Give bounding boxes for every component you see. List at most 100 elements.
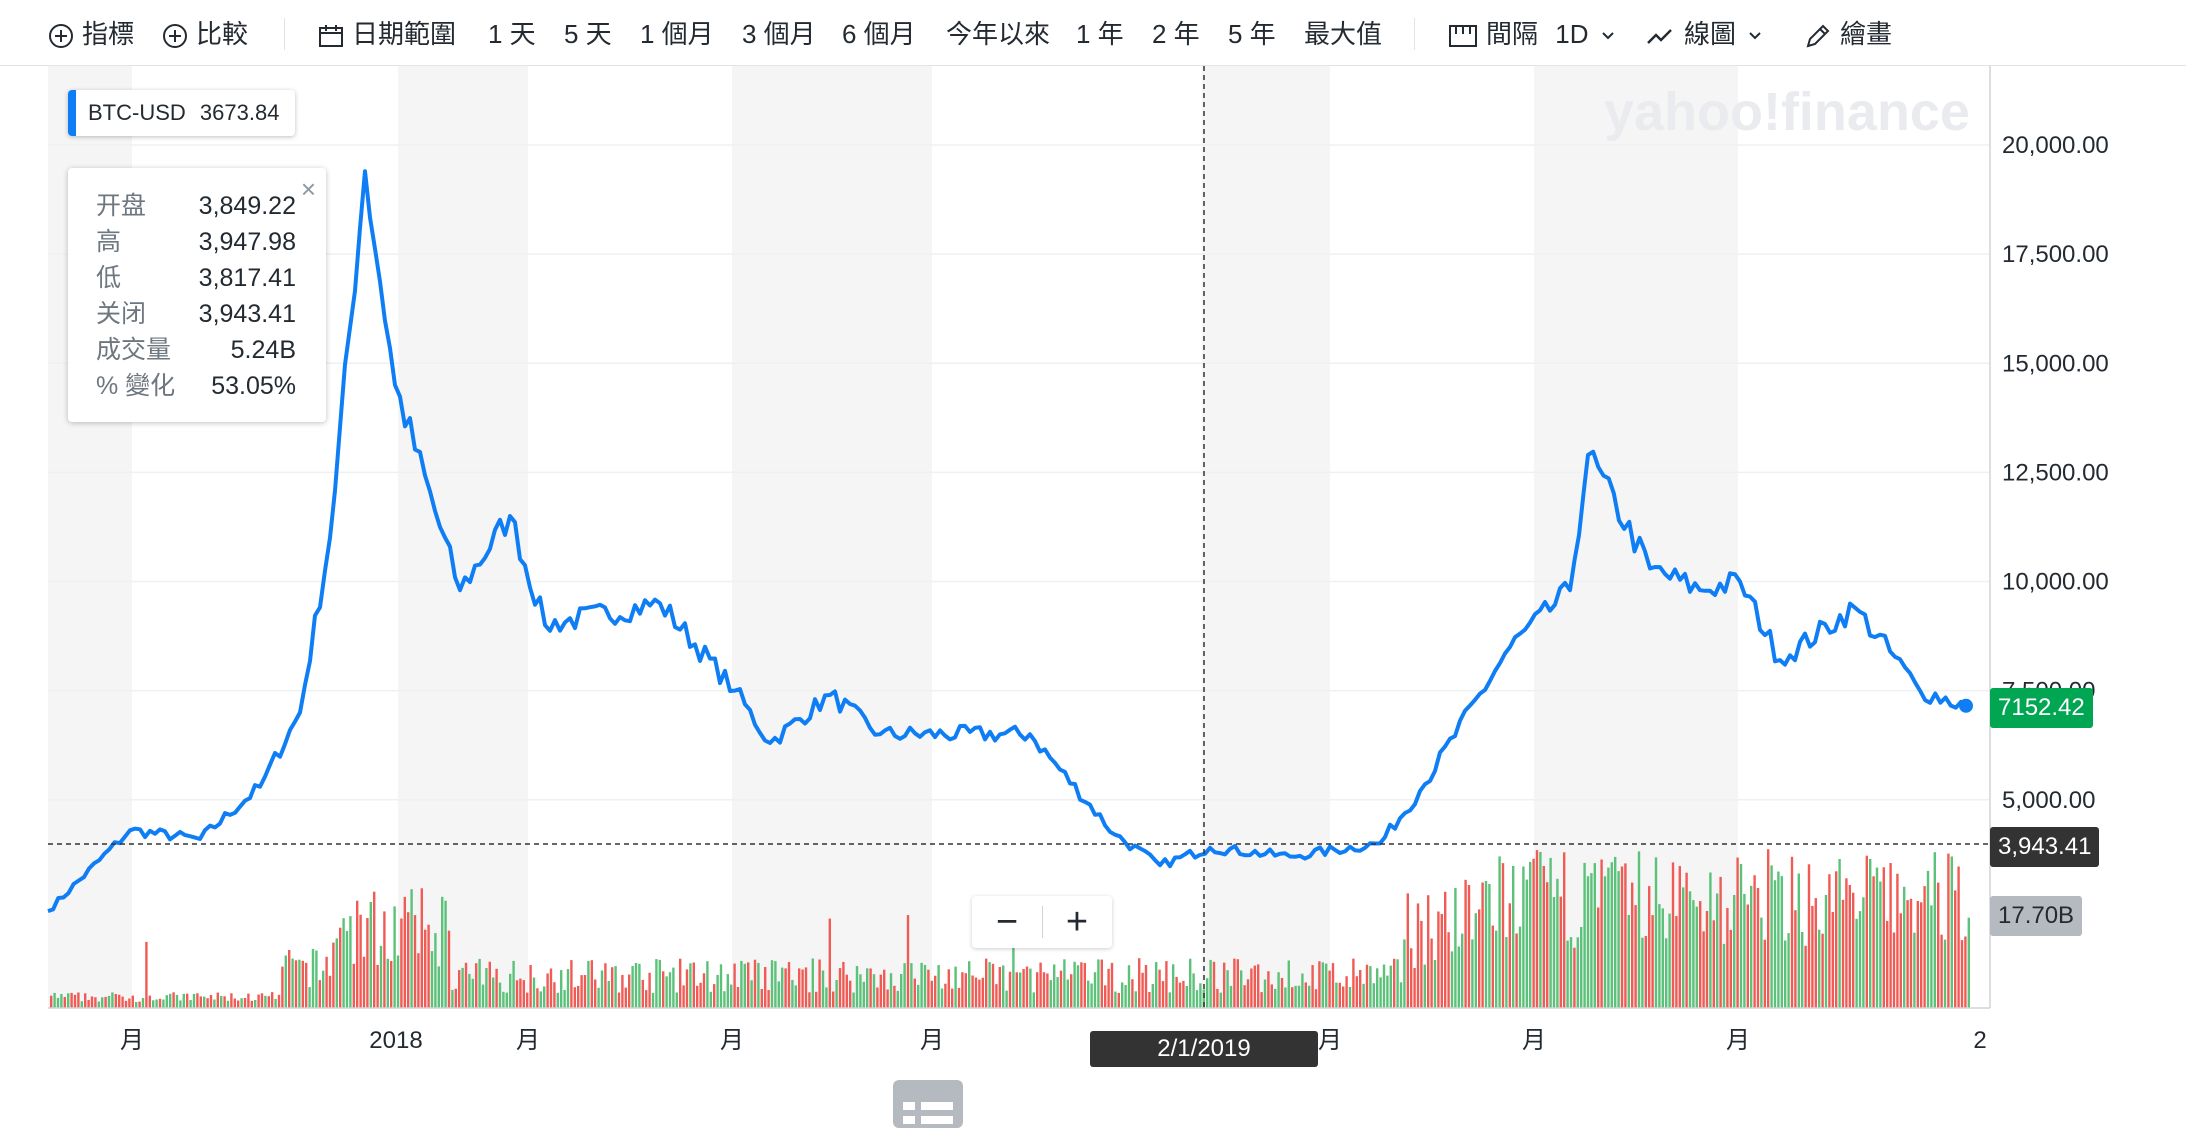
x-tick-label: 2018 xyxy=(369,1027,422,1054)
volume-bar xyxy=(1879,881,1882,1008)
volume-bar xyxy=(1008,971,1012,1008)
zoom-in-button[interactable]: + xyxy=(1065,901,1089,943)
volume-bar xyxy=(849,980,852,1008)
range-3m[interactable]: 3 個月 xyxy=(742,19,816,49)
volume-bar xyxy=(1668,913,1671,1008)
volume-bar xyxy=(101,997,104,1008)
volume-bar xyxy=(1838,859,1841,1008)
volume-bar xyxy=(628,974,631,1008)
volume-bar xyxy=(951,988,954,1008)
volume-bar xyxy=(1760,917,1763,1008)
volume-bar xyxy=(668,972,672,1008)
volume-bar xyxy=(70,992,73,1008)
volume-bar xyxy=(1284,987,1287,1008)
volume-bar xyxy=(1824,895,1828,1008)
chart-type-dropdown[interactable]: 線圖 xyxy=(1646,14,1763,54)
draw-button[interactable]: 繪畫 xyxy=(1804,14,1892,54)
tooltip-key: % 變化 xyxy=(96,372,176,400)
volume-bar xyxy=(995,984,998,1008)
volume-bar xyxy=(121,996,124,1008)
volume-bar xyxy=(1603,876,1607,1008)
range-5y[interactable]: 5 年 xyxy=(1228,19,1276,49)
tooltip-value: 3,817.41 xyxy=(198,264,296,292)
volume-bar xyxy=(274,998,277,1008)
volume-bar xyxy=(410,889,413,1008)
volume-bar xyxy=(978,979,981,1008)
volume-bar xyxy=(917,984,920,1008)
volume-bar xyxy=(1736,857,1739,1008)
volume-bar xyxy=(787,962,791,1008)
volume-bar xyxy=(957,987,961,1008)
volume-bar xyxy=(726,974,729,1008)
range-1m[interactable]: 1 個月 xyxy=(640,19,714,49)
volume-bar xyxy=(1682,887,1685,1008)
volume-bar xyxy=(420,888,423,1008)
range-ytd[interactable]: 今年以來 xyxy=(946,19,1051,49)
volume-bar xyxy=(390,961,393,1008)
symbol-badge[interactable]: BTC-USD 3673.84 xyxy=(68,90,296,136)
toolbar-divider xyxy=(1414,18,1415,50)
volume-bar xyxy=(468,973,471,1008)
volume-bar xyxy=(417,953,420,1008)
volume-bar xyxy=(1858,911,1862,1008)
volume-bar xyxy=(1583,862,1586,1008)
volume-bar xyxy=(631,966,634,1008)
volume-bar xyxy=(332,942,335,1008)
last-price-label: 7152.42 xyxy=(1990,688,2093,728)
volume-bar xyxy=(230,993,233,1008)
shade-band xyxy=(1534,66,1738,1008)
volume-bar xyxy=(199,996,202,1008)
volume-bar xyxy=(1267,971,1270,1008)
volume-bar xyxy=(940,988,944,1008)
volume-bar xyxy=(1529,861,1532,1008)
volume-bar xyxy=(1590,873,1593,1008)
volume-bar xyxy=(750,980,753,1008)
compare-label: 比較 xyxy=(196,19,249,49)
volume-bar xyxy=(1624,863,1627,1008)
indicators-button[interactable]: 指標 xyxy=(48,14,134,54)
volume-bar xyxy=(900,974,903,1008)
volume-bar xyxy=(1763,939,1766,1008)
volume-bar xyxy=(1909,898,1913,1008)
volume-bar xyxy=(1644,936,1647,1008)
range-2y[interactable]: 2 年 xyxy=(1152,19,1200,49)
volume-bar xyxy=(430,951,434,1008)
volume-bar xyxy=(1804,945,1807,1008)
volume-bar xyxy=(954,966,957,1008)
volume-bar xyxy=(403,896,406,1008)
list-icon[interactable] xyxy=(893,1080,963,1128)
interval-icon xyxy=(1449,25,1477,48)
volume-bar xyxy=(1032,992,1035,1008)
volume-bar xyxy=(1964,936,1967,1008)
volume-bar xyxy=(930,980,933,1008)
volume-bar xyxy=(315,950,318,1008)
volume-bar xyxy=(189,1000,192,1008)
date-range-button[interactable]: 日期範圍 xyxy=(318,14,456,54)
interval-dropdown[interactable]: 間隔 1D xyxy=(1448,14,1616,54)
range-6m[interactable]: 6 個月 xyxy=(842,19,916,49)
close-icon[interactable]: × xyxy=(300,174,316,204)
volume-bar xyxy=(505,992,508,1008)
range-5d[interactable]: 5 天 xyxy=(564,19,612,49)
volume-bar xyxy=(1648,886,1651,1008)
volume-bar xyxy=(1314,989,1318,1008)
x-tick-label: 月 xyxy=(120,1027,144,1054)
volume-bar xyxy=(220,996,223,1008)
volume-bar xyxy=(345,931,349,1008)
volume-bar xyxy=(1185,986,1188,1008)
volume-bar xyxy=(1614,856,1617,1008)
volume-bar xyxy=(1195,990,1199,1008)
range-1y[interactable]: 1 年 xyxy=(1076,19,1124,49)
price-chart[interactable]: yahoo!finance 5,000.007,500.0010,000.001… xyxy=(0,66,2186,1128)
compare-button[interactable]: 比較 xyxy=(162,14,248,54)
volume-bar xyxy=(923,964,927,1008)
tooltip-key: 低 xyxy=(96,264,122,292)
volume-bar xyxy=(699,982,702,1008)
x-tick-label: 2 xyxy=(1973,1027,1986,1054)
volume-bar xyxy=(267,996,270,1008)
zoom-out-button[interactable]: − xyxy=(995,901,1019,943)
range-1d[interactable]: 1 天 xyxy=(488,19,536,49)
volume-bar xyxy=(80,1001,83,1008)
volume-bar xyxy=(1637,851,1641,1008)
range-max[interactable]: 最大值 xyxy=(1304,19,1383,49)
